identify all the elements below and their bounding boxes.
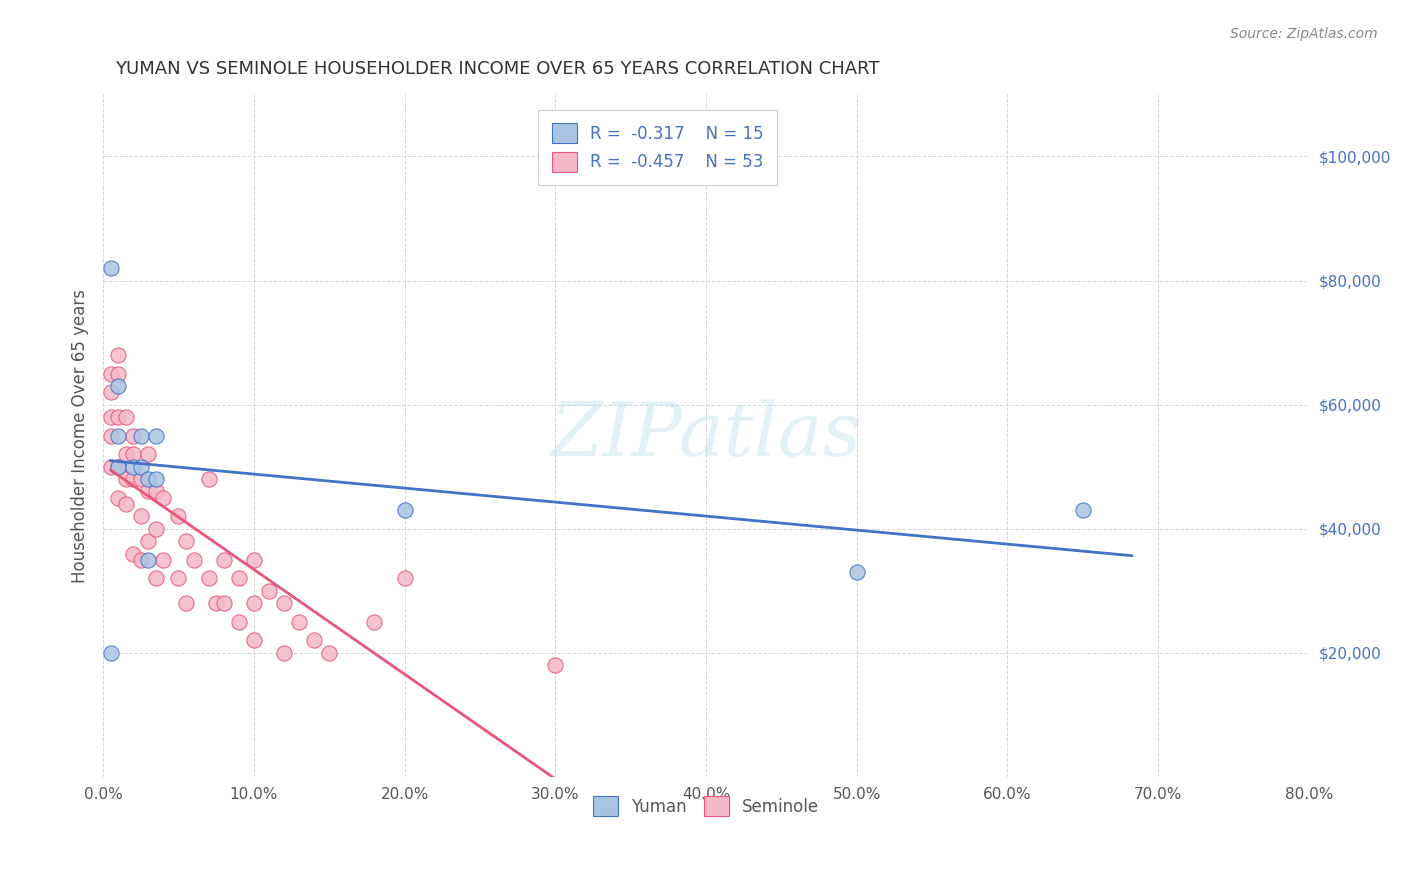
Point (197, 571, 219, 585)
Point (152, 552, 174, 566)
Point (129, 509, 152, 524)
Point (174, 534, 197, 549)
Point (302, 633, 325, 648)
Point (544, 658, 567, 673)
Point (318, 646, 340, 660)
Point (228, 571, 250, 585)
Point (243, 633, 266, 648)
Point (228, 615, 250, 629)
Point (212, 552, 235, 566)
Point (107, 348, 129, 362)
Point (100, 428, 122, 442)
Point (138, 552, 160, 566)
Point (129, 552, 152, 566)
Point (100, 646, 122, 660)
Text: ZIPatlas: ZIPatlas (551, 400, 862, 472)
Point (122, 547, 145, 561)
Point (100, 385, 122, 400)
Point (129, 459, 152, 474)
Point (100, 410, 122, 425)
Point (845, 565, 868, 579)
Point (114, 497, 136, 511)
Point (243, 596, 266, 610)
Point (288, 615, 311, 629)
Point (243, 552, 266, 566)
Point (107, 491, 129, 505)
Point (107, 410, 129, 425)
Point (129, 472, 152, 486)
Point (363, 615, 385, 629)
Point (100, 459, 122, 474)
Point (107, 367, 129, 381)
Y-axis label: Householder Income Over 65 years: Householder Income Over 65 years (72, 289, 89, 582)
Point (174, 596, 197, 610)
Point (145, 428, 167, 442)
Point (145, 484, 167, 499)
Point (100, 367, 122, 381)
Point (107, 459, 129, 474)
Point (114, 447, 136, 461)
Point (145, 571, 167, 585)
Point (114, 472, 136, 486)
Point (145, 522, 167, 536)
Point (145, 472, 167, 486)
Point (273, 646, 295, 660)
Point (107, 379, 129, 393)
Point (138, 484, 160, 499)
Point (114, 410, 136, 425)
Point (138, 472, 160, 486)
Point (1071, 503, 1094, 517)
Point (100, 261, 122, 276)
Point (129, 428, 152, 442)
Point (257, 583, 280, 598)
Point (122, 447, 145, 461)
Point (212, 596, 235, 610)
Point (107, 428, 129, 442)
Point (394, 503, 416, 517)
Text: Source: ZipAtlas.com: Source: ZipAtlas.com (1230, 27, 1378, 41)
Point (273, 596, 295, 610)
Point (138, 534, 160, 549)
Point (152, 491, 174, 505)
Point (197, 472, 219, 486)
Legend: Yuman, Seminole: Yuman, Seminole (586, 789, 825, 823)
Point (394, 571, 416, 585)
Point (138, 447, 160, 461)
Point (167, 509, 190, 524)
Point (107, 459, 129, 474)
Point (205, 596, 228, 610)
Point (167, 571, 190, 585)
Point (122, 459, 145, 474)
Point (122, 428, 145, 442)
Point (183, 552, 205, 566)
Point (122, 472, 145, 486)
Text: YUMAN VS SEMINOLE HOUSEHOLDER INCOME OVER 65 YEARS CORRELATION CHART: YUMAN VS SEMINOLE HOUSEHOLDER INCOME OVE… (115, 60, 880, 78)
